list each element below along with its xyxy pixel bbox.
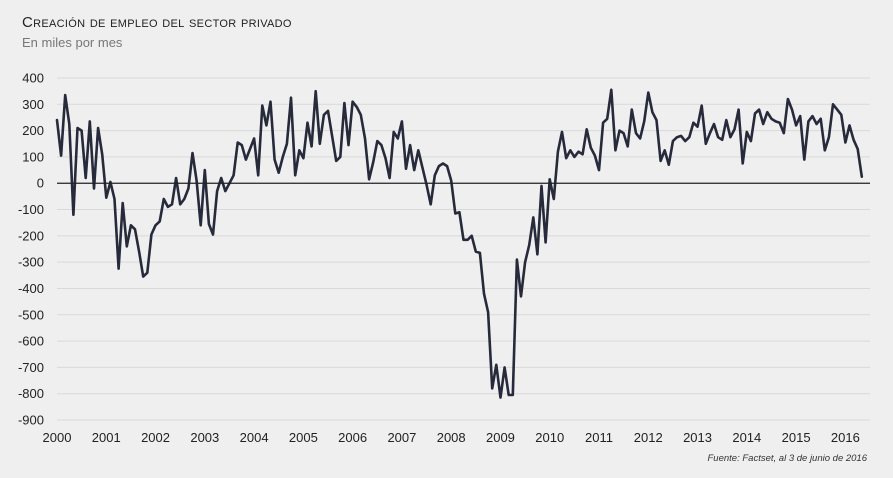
y-tick-label: 200 bbox=[22, 123, 44, 138]
x-tick-label: 2002 bbox=[141, 430, 170, 445]
x-tick-label: 2008 bbox=[437, 430, 466, 445]
y-tick-label: 0 bbox=[37, 176, 44, 191]
y-tick-label: -600 bbox=[18, 334, 44, 349]
chart-title: Creación de empleo del sector privado bbox=[22, 14, 292, 31]
x-tick-label: 2015 bbox=[782, 430, 811, 445]
series-line bbox=[55, 88, 864, 399]
y-tick-label: -900 bbox=[18, 413, 44, 428]
y-tick-label: 100 bbox=[22, 149, 44, 164]
y-tick-label: -100 bbox=[18, 202, 44, 217]
x-tick-label: 2003 bbox=[190, 430, 219, 445]
x-tick-label: 2013 bbox=[683, 430, 712, 445]
x-tick-label: 2011 bbox=[585, 430, 613, 445]
x-tick-label: 2001 bbox=[92, 430, 121, 445]
chart-subtitle: En miles por mes bbox=[22, 35, 123, 50]
y-tick-label: -700 bbox=[18, 360, 44, 375]
x-tick-label: 2004 bbox=[240, 430, 269, 445]
x-tick-label: 2012 bbox=[634, 430, 663, 445]
y-tick-label: -300 bbox=[18, 255, 44, 270]
x-tick-label: 2014 bbox=[732, 430, 761, 445]
x-tick-label: 2005 bbox=[289, 430, 318, 445]
x-tick-label: 2009 bbox=[486, 430, 515, 445]
y-tick-label: 400 bbox=[22, 71, 44, 86]
y-tick-label: -500 bbox=[18, 307, 44, 322]
y-tick-label: -800 bbox=[18, 386, 44, 401]
x-tick-label: 2016 bbox=[831, 430, 860, 445]
y-tick-label: 300 bbox=[22, 97, 44, 112]
x-tick-label: 2000 bbox=[43, 430, 72, 445]
y-tick-label: -200 bbox=[18, 228, 44, 243]
x-tick-label: 2006 bbox=[338, 430, 367, 445]
x-tick-label: 2007 bbox=[387, 430, 416, 445]
y-tick-label: -400 bbox=[18, 281, 44, 296]
x-tick-label: 2010 bbox=[535, 430, 564, 445]
chart-source: Fuente: Factset, al 3 de junio de 2016 bbox=[707, 453, 868, 464]
